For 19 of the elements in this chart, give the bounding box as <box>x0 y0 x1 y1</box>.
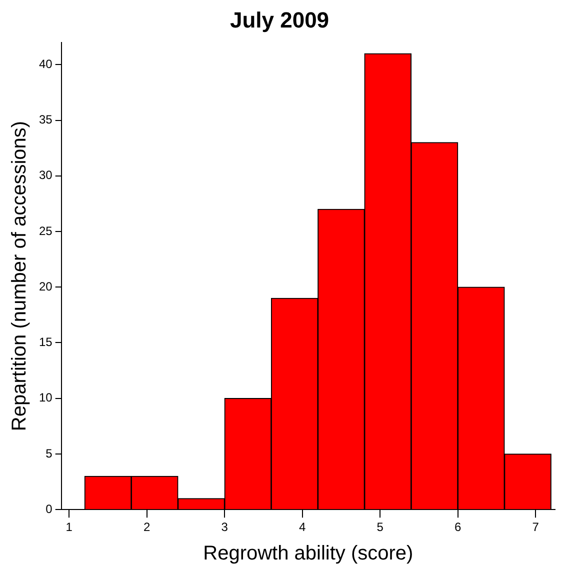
y-axis-title: Repartition (number of accessions) <box>8 120 31 432</box>
y-tick-label: 20 <box>38 279 53 294</box>
y-tick-label: 35 <box>38 112 53 127</box>
y-tick-label: 25 <box>38 224 53 238</box>
x-tick-label: 1 <box>66 520 73 534</box>
y-tick-label: 5 <box>46 446 53 460</box>
y-tick-label: 30 <box>38 168 53 182</box>
x-tick-label: 4 <box>299 520 306 534</box>
y-tick-label: 10 <box>38 390 53 405</box>
x-tick-label: 3 <box>221 520 228 534</box>
x-tick-label: 5 <box>376 520 384 534</box>
y-tick-label: 15 <box>38 335 53 350</box>
x-tick-label: 6 <box>454 520 462 534</box>
chart-title: July 2009 <box>230 7 330 32</box>
x-tick-label: 7 <box>532 520 540 534</box>
x-tick-label: 2 <box>144 520 151 534</box>
y-tick-label: 40 <box>38 56 53 71</box>
y-tick-label: 0 <box>46 502 53 516</box>
x-axis-title: Regrowth ability (score) <box>203 542 414 565</box>
